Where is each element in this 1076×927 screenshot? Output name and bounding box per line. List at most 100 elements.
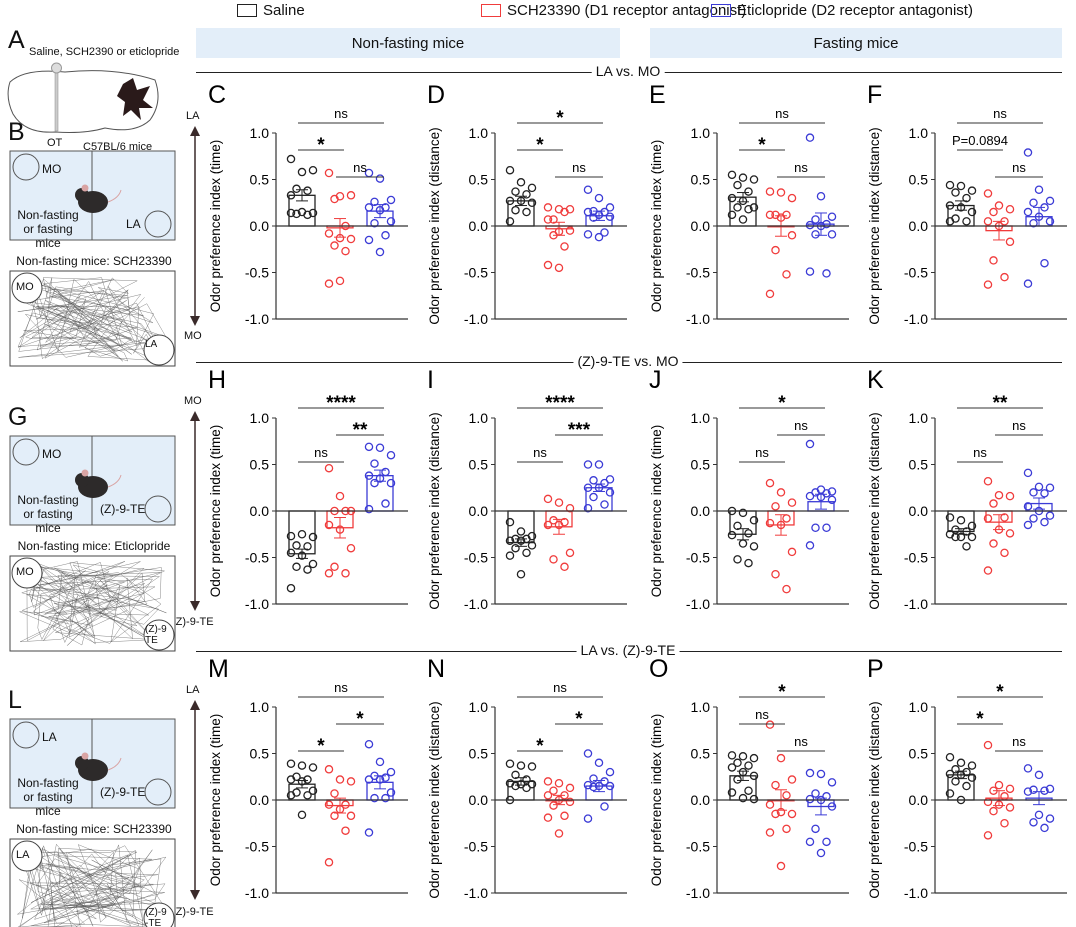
y-tick-label: 0.0 <box>250 792 270 808</box>
odor-dish-right-icon <box>144 210 172 238</box>
data-point <box>1040 786 1049 795</box>
data-point <box>324 229 334 238</box>
data-point <box>549 786 558 795</box>
significance-label: ns <box>334 106 348 121</box>
track-left-label: LA <box>16 849 30 861</box>
significance-label: ** <box>353 420 368 441</box>
data-point <box>727 210 737 220</box>
significance-label: * <box>976 709 984 730</box>
data-point <box>1005 237 1015 247</box>
data-point <box>945 201 955 210</box>
data-point <box>749 542 759 551</box>
mouse-icon <box>75 184 122 213</box>
significance-label: * <box>317 135 325 156</box>
data-point <box>951 532 960 542</box>
data-point <box>505 196 515 206</box>
y-tick-label: 1.0 <box>691 699 711 715</box>
region-label: OT <box>47 137 63 149</box>
data-point <box>1000 818 1009 828</box>
data-point <box>543 813 553 822</box>
data-point <box>727 763 737 772</box>
data-point <box>805 133 815 142</box>
data-point <box>324 858 334 867</box>
data-point <box>516 761 526 770</box>
significance-label: ns <box>755 445 769 460</box>
y-tick-label: 0.0 <box>691 792 711 808</box>
data-point <box>733 203 742 212</box>
data-point <box>516 196 526 206</box>
data-point <box>951 765 960 774</box>
data-point <box>945 789 955 798</box>
data-point <box>511 543 520 553</box>
data-point <box>605 781 615 791</box>
data-point <box>1045 511 1055 520</box>
data-point <box>1000 792 1009 801</box>
data-point <box>297 777 307 786</box>
track-title: Non-fasting mice: SCH23390 <box>16 254 172 268</box>
y-tick-label: -0.5 <box>904 839 928 855</box>
data-point <box>945 769 955 779</box>
data-point <box>583 230 593 239</box>
arena-schematic <box>9 718 176 809</box>
significance-label: * <box>778 393 786 414</box>
data-point <box>983 280 993 289</box>
significance-label: ns <box>553 680 567 695</box>
data-point <box>1040 489 1049 498</box>
data-point <box>989 256 998 265</box>
data-point <box>749 794 759 804</box>
panel-label: D <box>427 81 445 109</box>
strain-label: C57BL/6 mice <box>83 141 153 153</box>
data-point <box>805 541 815 550</box>
data-point <box>811 230 820 239</box>
data-point <box>554 263 564 273</box>
data-point <box>827 495 837 505</box>
y-tick-label: 0.5 <box>250 172 270 188</box>
data-point <box>370 793 379 803</box>
arrow-top-label: LA <box>186 110 200 122</box>
significance-label: * <box>356 709 364 730</box>
y-axis-label: Odor preference index (time) <box>208 140 223 313</box>
significance-label: ** <box>993 393 1008 414</box>
data-point <box>565 226 575 235</box>
data-point <box>292 541 301 550</box>
data-point <box>605 767 615 777</box>
data-point <box>945 513 955 522</box>
data-point <box>738 793 748 803</box>
data-point <box>511 770 520 780</box>
data-point <box>771 245 780 255</box>
data-point <box>1034 770 1044 780</box>
data-point <box>346 191 356 200</box>
data-point <box>303 565 312 574</box>
data-point <box>594 758 604 768</box>
data-point <box>787 231 797 240</box>
data-point <box>827 778 837 787</box>
data-point <box>297 761 307 770</box>
track-left-label: MO <box>16 281 34 293</box>
panel-label-a: A <box>8 26 25 54</box>
data-point <box>989 539 998 548</box>
data-point <box>776 861 786 871</box>
panel-label: P <box>867 655 884 683</box>
data-point <box>1005 803 1015 812</box>
y-tick-label: 1.0 <box>691 125 711 141</box>
data-point <box>782 824 791 834</box>
data-point <box>738 173 748 182</box>
data-point <box>827 230 837 239</box>
significance-label: * <box>536 135 544 156</box>
data-point <box>956 770 966 780</box>
data-point <box>554 520 564 530</box>
data-point <box>1023 279 1033 288</box>
data-point <box>381 773 390 782</box>
y-axis-label: Odor preference index (time) <box>208 714 223 887</box>
data-point <box>364 504 374 514</box>
data-point <box>983 566 993 575</box>
y-tick-label: -0.5 <box>464 550 488 566</box>
data-point <box>951 188 960 197</box>
data-point <box>733 521 742 531</box>
legend-swatch-saline <box>237 4 257 17</box>
data-point <box>989 499 998 508</box>
data-point <box>308 559 318 569</box>
data-point <box>381 467 390 477</box>
data-point <box>554 779 564 788</box>
